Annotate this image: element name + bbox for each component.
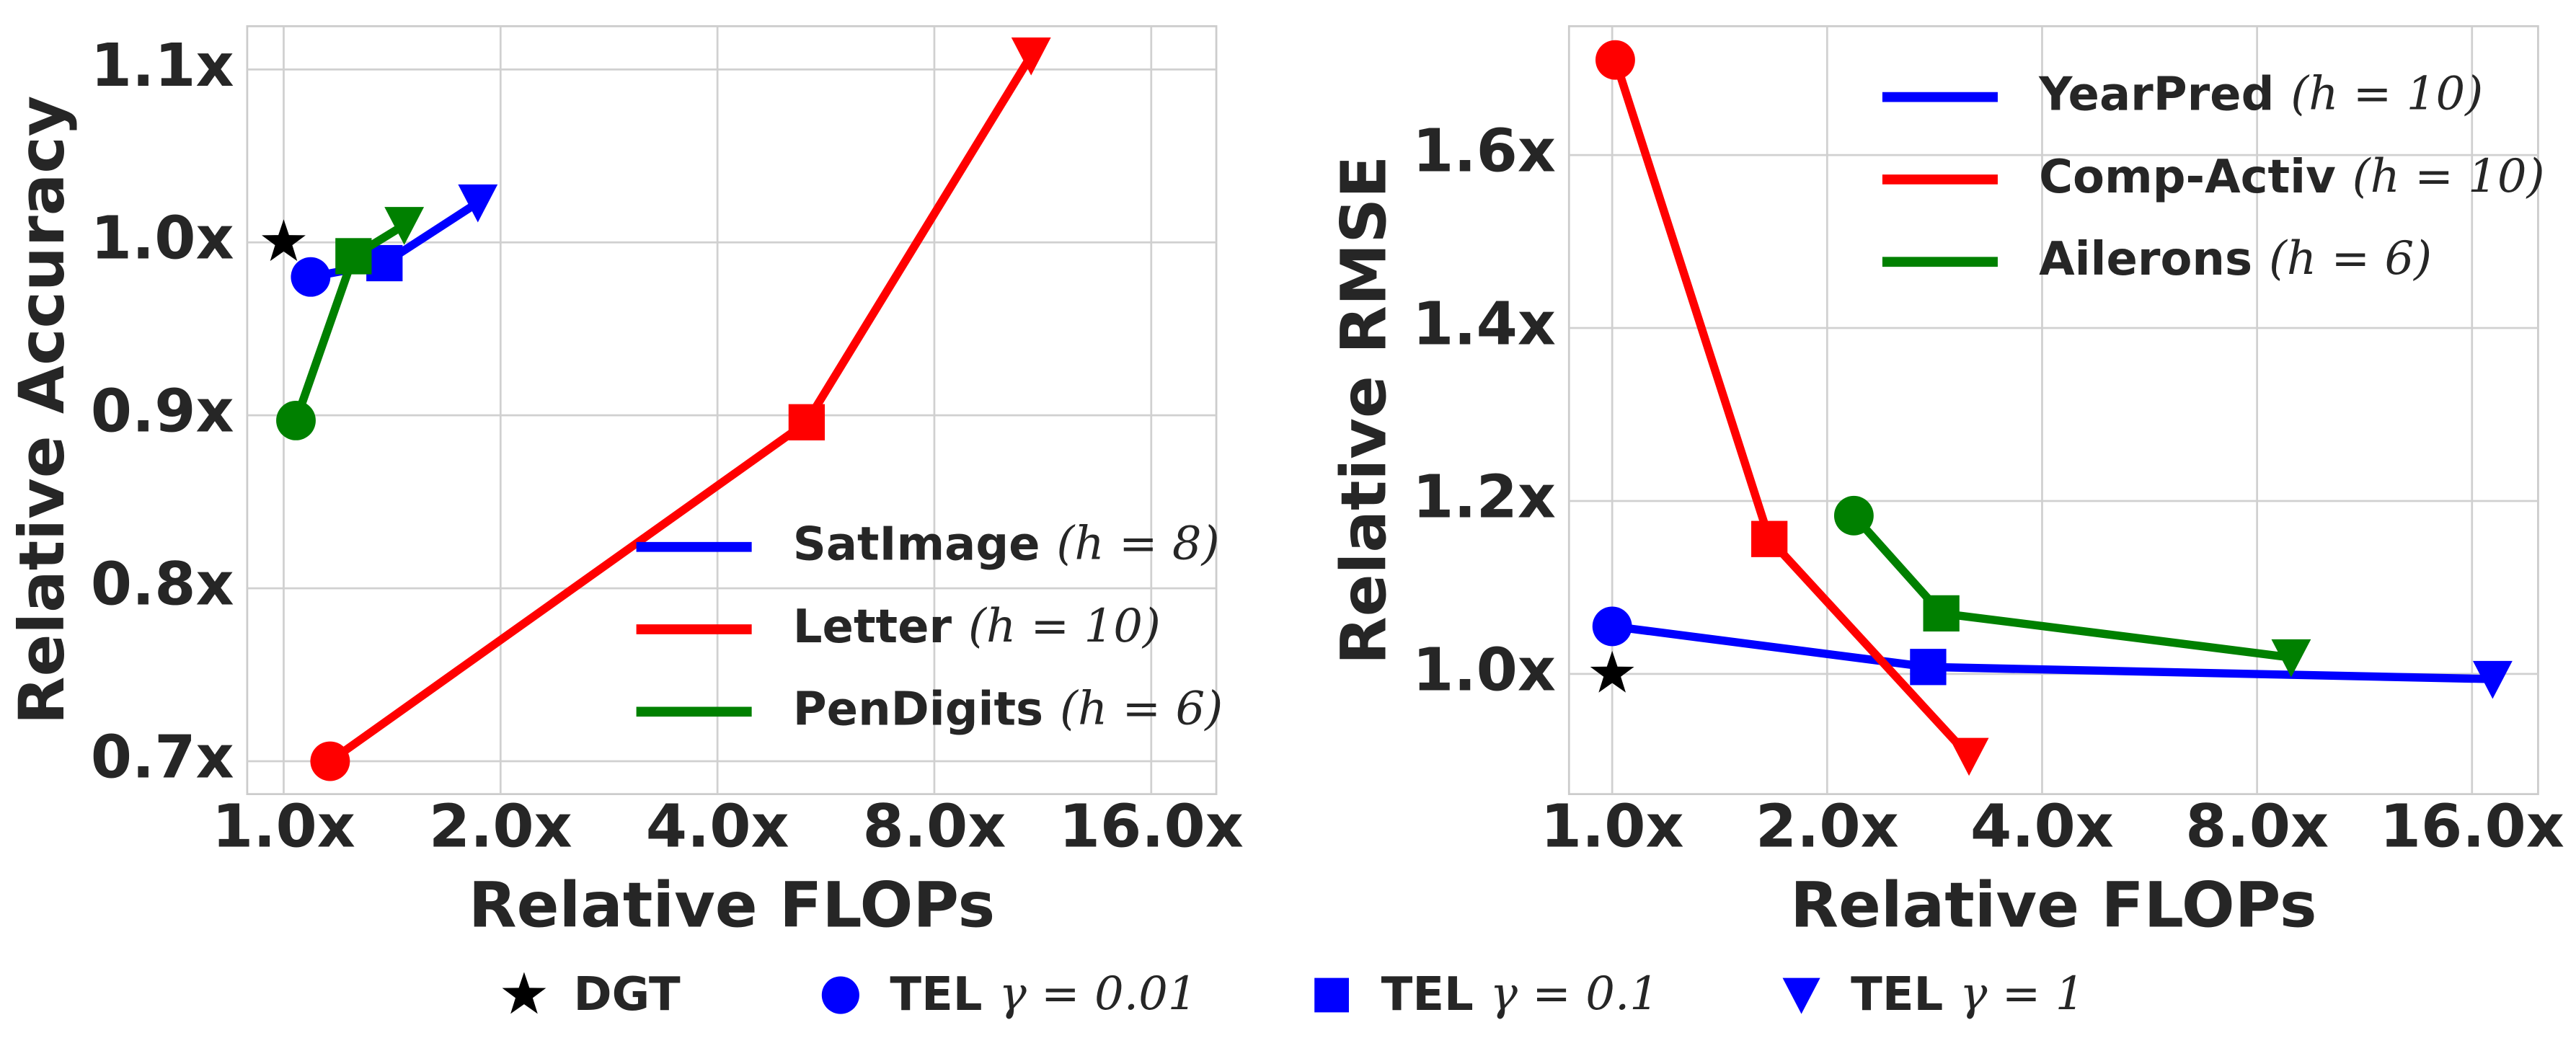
- marker-square: [1923, 595, 1960, 632]
- x-tick-label: 16.0x: [2380, 792, 2564, 861]
- y-tick-label: 1.2x: [1412, 463, 1556, 531]
- x-tick-label: 2.0x: [1756, 792, 1899, 861]
- y-tick-label: 1.4x: [1412, 290, 1556, 358]
- marker-triangle: [1011, 37, 1051, 76]
- marker-circle: [291, 257, 331, 297]
- legend-label: SatImage (h = 8): [793, 517, 1220, 571]
- legend-name: PenDigits: [793, 683, 1043, 736]
- marker-square: [1751, 520, 1788, 557]
- legend-param: γ = 1: [1960, 967, 2084, 1020]
- marker-circle: [276, 400, 316, 440]
- marker-square: [366, 244, 403, 282]
- y-tick-label: 1.0x: [1412, 636, 1556, 704]
- marker-square: [1314, 977, 1349, 1013]
- legend-name: TEL: [890, 967, 982, 1021]
- legend-name: TEL: [1851, 967, 1943, 1021]
- legend-label: Letter (h = 10): [793, 600, 1161, 654]
- x-tick-label: 8.0x: [863, 792, 1006, 861]
- marker-triangle: [2271, 639, 2311, 678]
- marker-circle: [1592, 606, 1632, 647]
- marker-square: [1910, 649, 1947, 686]
- legend-label: TEL γ = 0.1: [1381, 967, 1659, 1021]
- marker-square: [335, 238, 372, 275]
- x-tick-label: 4.0x: [1970, 792, 2114, 861]
- marker-circle: [310, 741, 350, 781]
- y-tick-label: 0.7x: [91, 723, 234, 791]
- y-tick-label: 1.0x: [91, 205, 234, 273]
- x-tick-label: 8.0x: [2185, 792, 2329, 861]
- marker-circle: [1833, 495, 1874, 536]
- y-tick-label: 1.1x: [91, 32, 234, 100]
- legend-param: (h = 6): [2269, 232, 2432, 285]
- y-tick-label: 0.8x: [91, 551, 234, 619]
- legend-name: YearPred: [2038, 68, 2274, 121]
- marker-circle: [1595, 40, 1635, 80]
- legend-label: TEL γ = 1: [1851, 967, 2084, 1021]
- legend-param: γ = 0.01: [999, 967, 1197, 1020]
- legend-param: (h = 10): [2353, 149, 2545, 203]
- x-tick-label: 16.0x: [1059, 792, 1244, 861]
- legend-name: Letter: [793, 600, 952, 654]
- marker-star: [262, 219, 306, 262]
- legend-label: Ailerons (h = 6): [2039, 232, 2432, 286]
- x-tick-label: 4.0x: [646, 792, 789, 861]
- marker-triangle: [458, 184, 498, 223]
- legend-label: YearPred (h = 10): [2038, 67, 2483, 121]
- x-axis-label: Relative FLOPs: [469, 869, 996, 942]
- legend-name: SatImage: [793, 518, 1040, 571]
- legend-name: Comp-Activ: [2039, 151, 2336, 204]
- marker-star: [1590, 650, 1634, 693]
- marker-triangle: [1949, 737, 1989, 776]
- marker-triangle: [2472, 660, 2513, 699]
- y-tick-label: 1.6x: [1412, 117, 1556, 186]
- marker-circle: [821, 976, 859, 1014]
- x-tick-label: 1.0x: [212, 792, 355, 861]
- y-tick-label: 0.9x: [91, 378, 234, 446]
- x-axis-label: Relative FLOPs: [1790, 869, 2317, 942]
- legend-param: (h = 6): [1060, 682, 1223, 735]
- marker-triangle: [384, 207, 425, 245]
- x-tick-label: 1.0x: [1541, 792, 1684, 861]
- legend-name: TEL: [1381, 967, 1474, 1021]
- marker-triangle: [1782, 977, 1820, 1014]
- marker-star: [502, 972, 546, 1014]
- legend-label: Comp-Activ (h = 10): [2039, 149, 2544, 203]
- legend-param: (h = 10): [968, 600, 1161, 653]
- marker-square: [788, 404, 826, 440]
- x-tick-label: 2.0x: [429, 792, 572, 861]
- legend-label: DGT: [574, 967, 681, 1021]
- legend-param: γ = 0.1: [1490, 967, 1659, 1020]
- legend-param: (h = 10): [2290, 67, 2483, 120]
- legend-label: PenDigits (h = 6): [793, 682, 1223, 736]
- plot-area: [246, 25, 1218, 795]
- legend-name: DGT: [574, 967, 681, 1021]
- legend-param: (h = 8): [1056, 517, 1219, 570]
- y-axis-label: Relative RMSE: [1327, 156, 1400, 665]
- legend-name: Ailerons: [2039, 233, 2252, 286]
- y-axis-label: Relative Accuracy: [6, 96, 79, 725]
- legend-label: TEL γ = 0.01: [890, 967, 1197, 1021]
